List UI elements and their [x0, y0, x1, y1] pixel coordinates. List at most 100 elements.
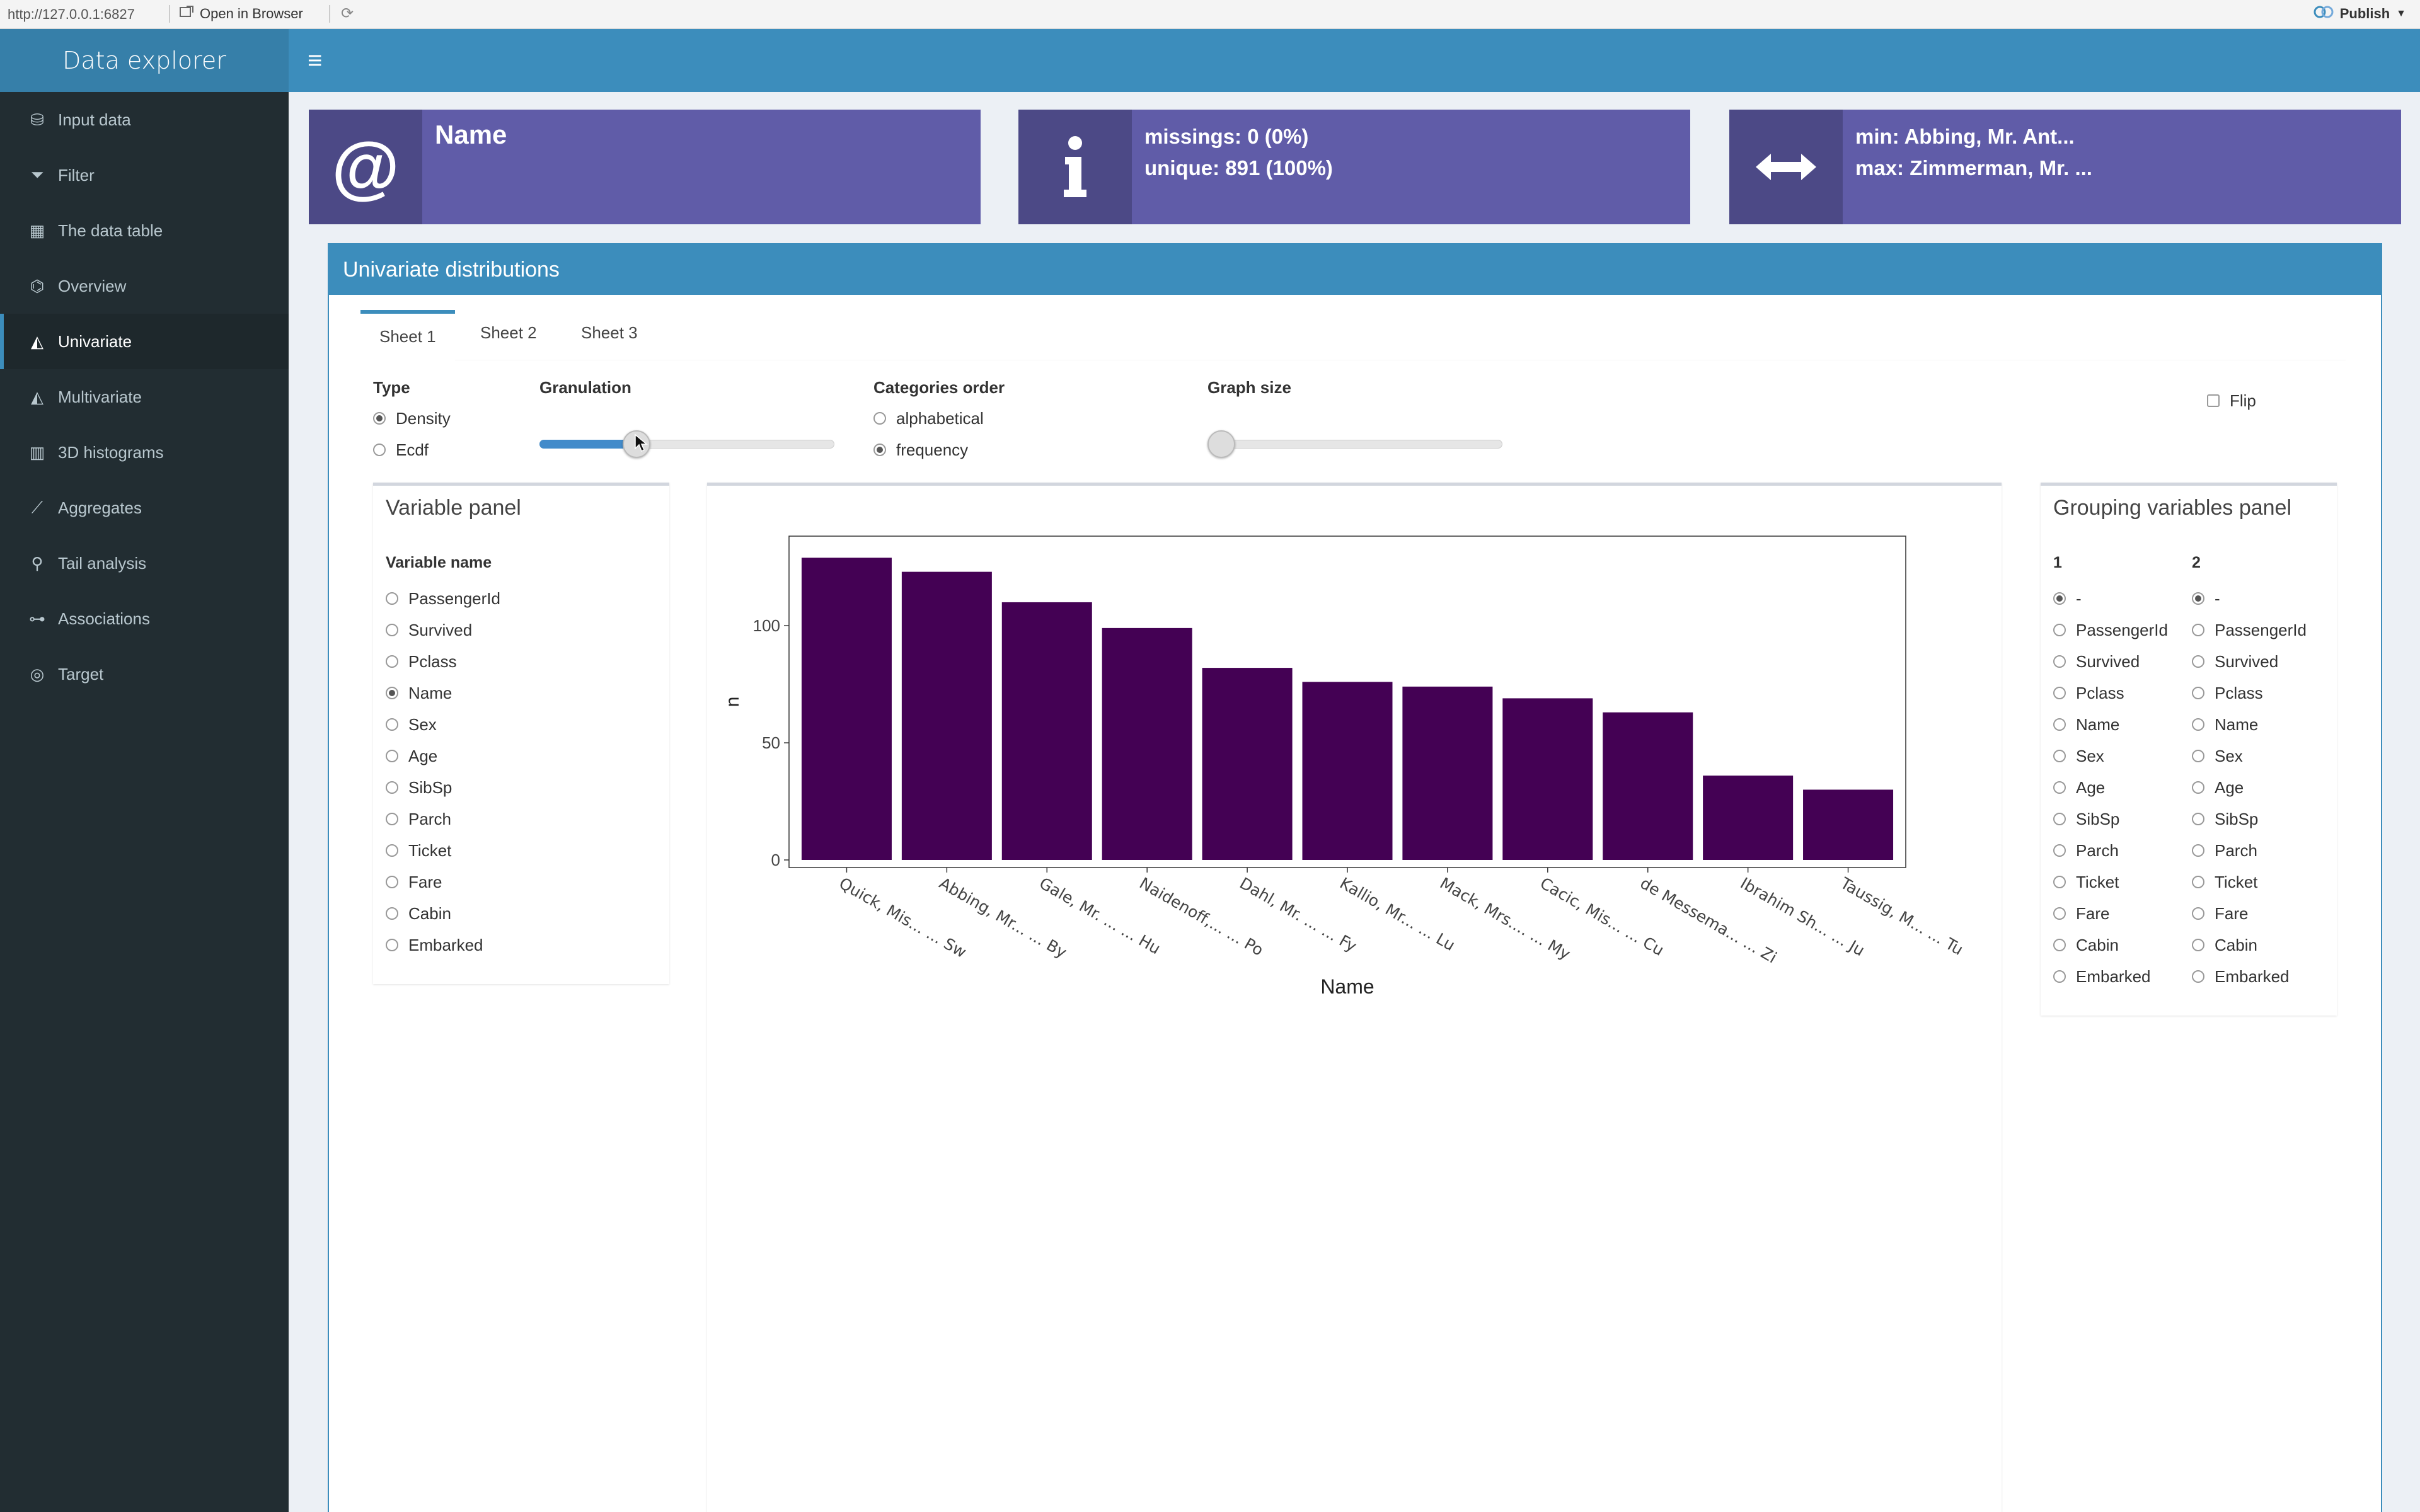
order-option-alphabetical[interactable]: alphabetical [873, 407, 984, 430]
group-option-col2[interactable]: PassengerId [2192, 614, 2307, 646]
variable-radio[interactable] [386, 781, 398, 794]
order-option-frequency[interactable]: frequency [873, 438, 968, 461]
group-option-col1[interactable]: Survived [2053, 646, 2140, 677]
variable-radio[interactable] [386, 907, 398, 920]
publish-button[interactable]: Publish ▼ [2313, 4, 2406, 24]
variable-option[interactable]: Survived [386, 614, 472, 646]
type-option-ecdf[interactable]: Ecdf [373, 438, 429, 461]
group-option-col2[interactable]: Cabin [2192, 929, 2257, 961]
variable-radio[interactable] [386, 813, 398, 825]
variable-radio[interactable] [386, 876, 398, 888]
group-radio[interactable] [2192, 655, 2204, 668]
type-option-density[interactable]: Density [373, 407, 451, 430]
variable-option[interactable]: SibSp [386, 772, 452, 803]
group-option-col1[interactable]: Pclass [2053, 677, 2124, 709]
group-option-col1[interactable]: - [2053, 583, 2082, 614]
radio-frequency[interactable] [873, 444, 886, 456]
group-option-col2[interactable]: Name [2192, 709, 2258, 740]
app-logo[interactable]: Data explorer [0, 29, 289, 92]
group-option-col2[interactable]: Fare [2192, 898, 2248, 929]
url-text[interactable]: http://127.0.0.1:6827 [8, 6, 135, 22]
variable-option[interactable]: PassengerId [386, 583, 500, 614]
variable-radio[interactable] [386, 844, 398, 857]
group-radio[interactable] [2192, 750, 2204, 762]
variable-option[interactable]: Cabin [386, 898, 451, 929]
group-radio[interactable] [2192, 844, 2204, 857]
radio-alphabetical[interactable] [873, 412, 886, 425]
flip-checkbox-row[interactable]: Flip [2207, 389, 2256, 412]
sidebar-item-overview[interactable]: ⌬ Overview [0, 258, 289, 314]
group-option-col2[interactable]: Sex [2192, 740, 2243, 772]
group-radio[interactable] [2192, 907, 2204, 920]
group-radio[interactable] [2192, 970, 2204, 983]
group-option-col1[interactable]: PassengerId [2053, 614, 2168, 646]
group-option-col1[interactable]: Parch [2053, 835, 2119, 866]
tab-sheet-3[interactable]: Sheet 3 [581, 323, 638, 342]
group-option-col2[interactable]: SibSp [2192, 803, 2258, 835]
group-radio[interactable] [2053, 844, 2066, 857]
flip-checkbox[interactable] [2207, 394, 2220, 407]
radio-ecdf[interactable] [373, 444, 386, 456]
group-radio[interactable] [2192, 718, 2204, 731]
sidebar-item-filter[interactable]: ⏷ Filter [0, 147, 289, 203]
group-option-col2[interactable]: Ticket [2192, 866, 2257, 898]
graph-size-slider-handle[interactable] [1207, 430, 1235, 458]
sidebar-item-associations[interactable]: ⊶ Associations [0, 591, 289, 646]
variable-option[interactable]: Sex [386, 709, 437, 740]
group-option-col2[interactable]: Embarked [2192, 961, 2290, 992]
group-option-col2[interactable]: - [2192, 583, 2220, 614]
group-radio[interactable] [2053, 813, 2066, 825]
group-radio[interactable] [2192, 781, 2204, 794]
refresh-icon[interactable]: ⟳ [340, 5, 354, 22]
group-radio[interactable] [2192, 876, 2204, 888]
group-option-col1[interactable]: Sex [2053, 740, 2104, 772]
variable-radio[interactable] [386, 592, 398, 605]
hamburger-menu-icon[interactable]: ≡ [308, 47, 323, 74]
group-radio[interactable] [2192, 624, 2204, 636]
variable-option[interactable]: Embarked [386, 929, 483, 961]
group-radio[interactable] [2053, 592, 2066, 605]
group-option-col1[interactable]: Embarked [2053, 961, 2151, 992]
sidebar-item-3d-histograms[interactable]: ▥ 3D histograms [0, 425, 289, 480]
group-radio[interactable] [2053, 750, 2066, 762]
variable-option[interactable]: Age [386, 740, 437, 772]
variable-option[interactable]: Name [386, 677, 452, 709]
group-radio[interactable] [2053, 939, 2066, 951]
variable-radio[interactable] [386, 939, 398, 951]
group-radio[interactable] [2192, 939, 2204, 951]
open-in-browser-button[interactable]: Open in Browser [180, 4, 303, 24]
group-option-col2[interactable]: Age [2192, 772, 2244, 803]
group-radio[interactable] [2053, 624, 2066, 636]
variable-radio[interactable] [386, 655, 398, 668]
sidebar-item-univariate[interactable]: ◭ Univariate [0, 314, 289, 369]
graph-size-slider-track[interactable] [1207, 440, 1502, 449]
variable-option[interactable]: Fare [386, 866, 442, 898]
group-radio[interactable] [2192, 687, 2204, 699]
group-option-col1[interactable]: Fare [2053, 898, 2109, 929]
group-option-col1[interactable]: Cabin [2053, 929, 2119, 961]
group-radio[interactable] [2053, 970, 2066, 983]
group-radio[interactable] [2053, 781, 2066, 794]
sidebar-item-tail-analysis[interactable]: ⚲ Tail analysis [0, 536, 289, 591]
group-radio[interactable] [2053, 718, 2066, 731]
group-radio[interactable] [2053, 907, 2066, 920]
group-radio[interactable] [2053, 876, 2066, 888]
group-option-col1[interactable]: Ticket [2053, 866, 2119, 898]
group-option-col2[interactable]: Parch [2192, 835, 2257, 866]
variable-radio[interactable] [386, 624, 398, 636]
group-option-col1[interactable]: Age [2053, 772, 2105, 803]
variable-radio[interactable] [386, 718, 398, 731]
group-radio[interactable] [2053, 655, 2066, 668]
group-option-col2[interactable]: Pclass [2192, 677, 2263, 709]
sidebar-item-the-data-table[interactable]: ▦ The data table [0, 203, 289, 258]
sidebar-item-input-data[interactable]: ⛁ Input data [0, 92, 289, 147]
group-radio[interactable] [2192, 592, 2204, 605]
sidebar-item-target[interactable]: ◎ Target [0, 646, 289, 702]
group-radio[interactable] [2053, 687, 2066, 699]
variable-option[interactable]: Ticket [386, 835, 451, 866]
variable-radio[interactable] [386, 687, 398, 699]
sidebar-item-multivariate[interactable]: ◭ Multivariate [0, 369, 289, 425]
variable-option[interactable]: Parch [386, 803, 451, 835]
group-option-col1[interactable]: SibSp [2053, 803, 2119, 835]
variable-radio[interactable] [386, 750, 398, 762]
